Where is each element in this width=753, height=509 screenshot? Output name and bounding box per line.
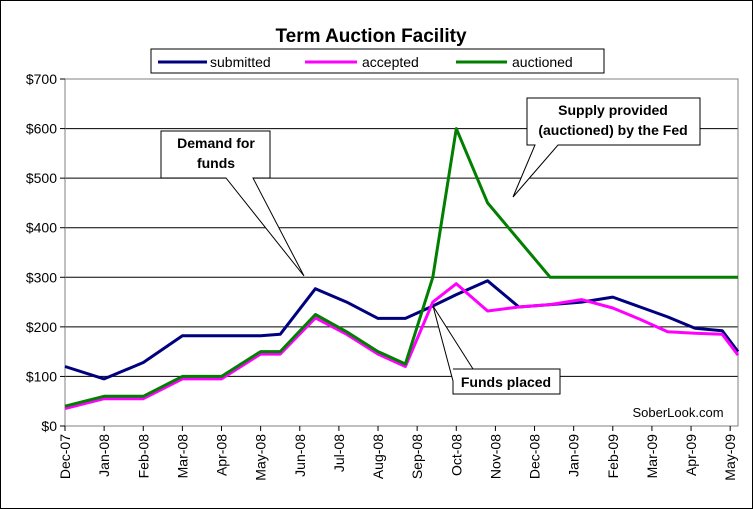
x-tick-label: Mar-08 xyxy=(174,434,190,479)
plot-area-border xyxy=(64,78,739,427)
x-tick-label: May-08 xyxy=(253,434,269,481)
series-lines xyxy=(64,127,740,411)
legend-label-submitted: submitted xyxy=(210,54,271,70)
axes xyxy=(64,78,739,427)
x-tick-label: Jan-09 xyxy=(566,434,582,477)
y-tick-label: $300 xyxy=(26,269,57,285)
y-tick-label: $200 xyxy=(26,319,57,335)
x-tick-label: Aug-08 xyxy=(370,434,386,479)
x-tick-label: Feb-08 xyxy=(135,434,151,479)
x-tick-label: May-09 xyxy=(722,434,738,481)
x-tick-label: Nov-08 xyxy=(487,434,503,479)
x-tick-label: Mar-09 xyxy=(644,434,660,479)
y-axis-tick-labels: $0 $100 $200 $300 $400 $500 $600 $700 xyxy=(26,71,65,434)
y-tick-label: $0 xyxy=(41,418,57,434)
watermark-box xyxy=(625,402,736,424)
legend: submitted accepted auctioned xyxy=(150,48,605,74)
y-tick-label: $500 xyxy=(26,170,57,186)
callout-demand-line2: funds xyxy=(197,155,235,171)
watermark-group: SoberLook.com xyxy=(625,402,736,424)
y-tick-label: $400 xyxy=(26,220,57,236)
callout-funds-line1: Funds placed xyxy=(461,374,551,390)
series-line-auctioned xyxy=(64,127,738,408)
x-tick-label: Jun-08 xyxy=(292,434,308,477)
watermark: SoberLook.com xyxy=(632,405,723,420)
x-tick-label: Jul-08 xyxy=(331,434,347,472)
x-tick-label: Apr-09 xyxy=(683,434,699,476)
callout-demand-line1: Demand for xyxy=(177,135,255,151)
chart-title: Term Auction Facility xyxy=(275,26,467,47)
x-axis-tick-labels: Dec-07 Jan-08 Feb-08 Mar-08 Apr-08 May-08 Jun-… xyxy=(57,426,738,481)
y-tick-label: $700 xyxy=(26,71,57,87)
callout-supply-box xyxy=(512,97,701,198)
x-tick-label: Dec-07 xyxy=(57,434,73,479)
y-tick-label: $100 xyxy=(26,368,57,384)
x-tick-label: Feb-09 xyxy=(605,434,621,479)
callout-supply-line2: (auctioned) by the Fed xyxy=(538,122,687,138)
x-tick-label: Sep-08 xyxy=(409,434,425,479)
y-tick-label: $600 xyxy=(26,121,57,137)
x-tick-label: Dec-08 xyxy=(527,434,543,479)
x-tick-label: Jan-08 xyxy=(96,434,112,477)
callout-funds-placed: Funds placed xyxy=(432,305,561,395)
x-tick-label: Oct-08 xyxy=(448,434,464,476)
callout-demand: Demand for funds xyxy=(160,130,305,277)
callout-demand-box xyxy=(160,130,305,277)
legend-box xyxy=(150,48,605,74)
callout-supply-line1: Supply provided xyxy=(558,102,668,118)
series-line-submitted xyxy=(64,279,740,381)
callout-funds-box xyxy=(432,305,561,395)
series-line-accepted xyxy=(64,282,740,411)
x-tick-label: Apr-08 xyxy=(214,434,230,476)
legend-label-accepted: accepted xyxy=(362,54,419,70)
legend-label-auctioned: auctioned xyxy=(512,54,573,70)
callout-supply: Supply provided (auctioned) by the Fed xyxy=(512,97,701,198)
